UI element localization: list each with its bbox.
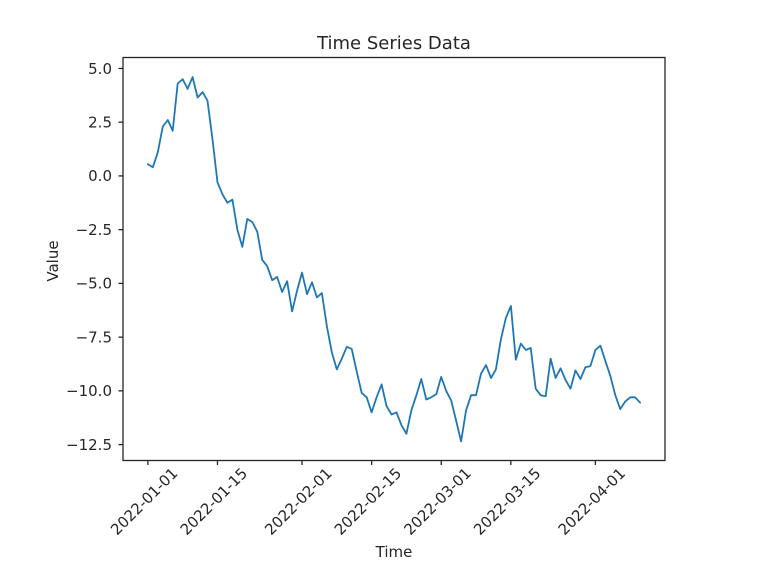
y-tick-label: −2.5: [76, 221, 112, 239]
x-tick-label: 2022-01-15: [177, 464, 251, 538]
y-tick-label: 2.5: [88, 113, 112, 131]
x-tick-label: 2022-04-01: [555, 464, 629, 538]
y-tick-label: 0.0: [88, 167, 112, 185]
y-tick-label: −7.5: [76, 328, 112, 346]
y-tick-label: −5.0: [76, 275, 112, 293]
y-axis-label: Value: [44, 240, 62, 282]
x-tick-label: 2022-02-15: [331, 464, 405, 538]
y-tick-label: −12.5: [66, 436, 112, 454]
chart-title: Time Series Data: [317, 33, 471, 54]
x-tick-label: 2022-02-01: [261, 464, 335, 538]
x-tick-label: 2022-01-01: [107, 464, 181, 538]
axes-frame: [122, 56, 666, 462]
x-tick-label: 2022-03-15: [470, 464, 544, 538]
data-line: [146, 76, 641, 443]
y-tick-label: 5.0: [88, 60, 112, 78]
y-tick-label: −10.0: [66, 382, 112, 400]
x-tick-label: 2022-03-01: [401, 464, 475, 538]
x-axis-label: Time: [375, 543, 413, 561]
